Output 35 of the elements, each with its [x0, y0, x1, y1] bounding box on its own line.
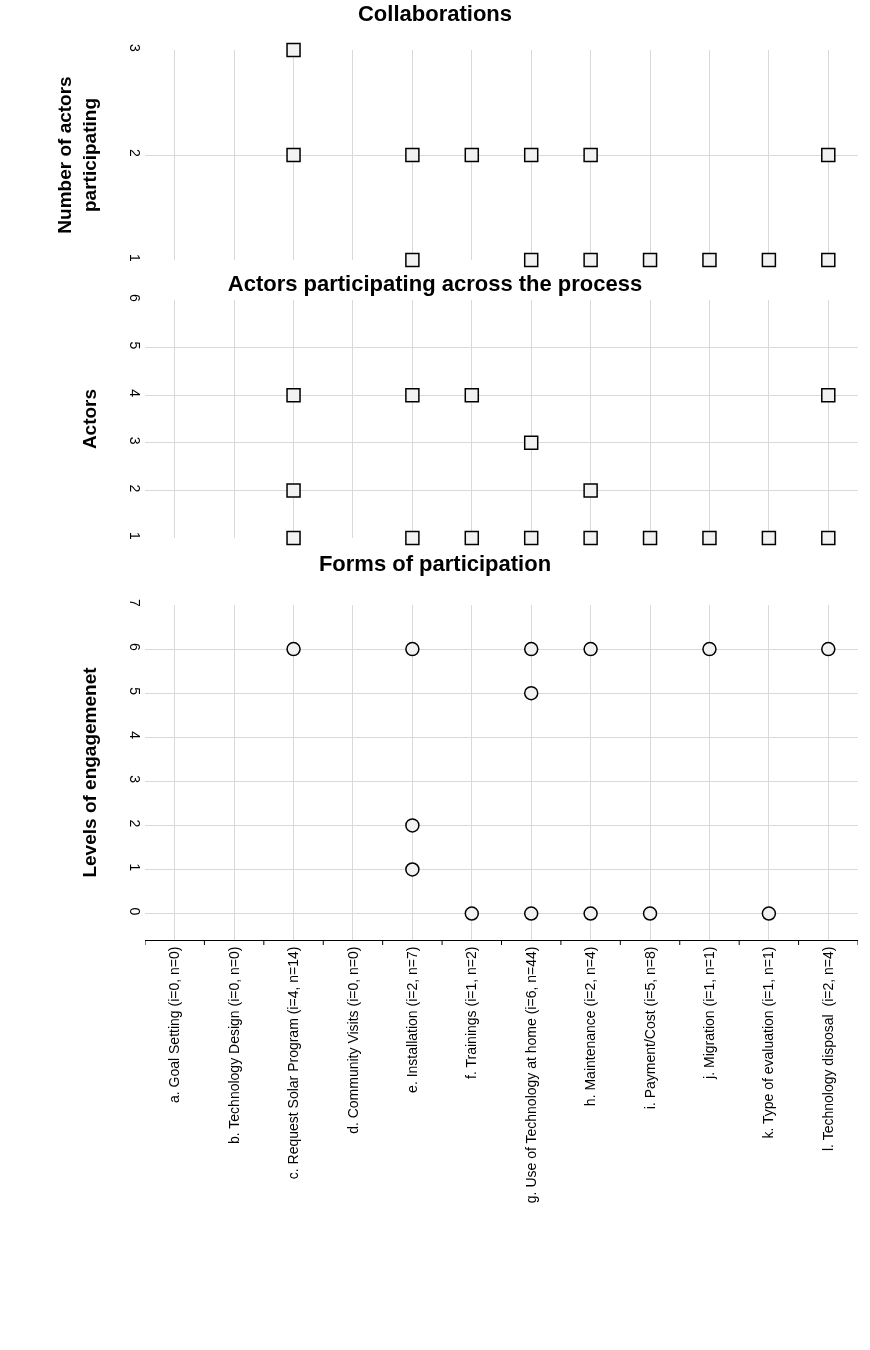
- y-tick-label: 3: [127, 44, 143, 52]
- y-tick-label: 2: [127, 484, 143, 493]
- chart-title: Forms of participation: [318, 551, 552, 577]
- x-tick-label: i. Payment/Cost (i=5, n=8): [641, 946, 658, 1110]
- x-tick-label: a. Goal Setting (i=0, n=0): [166, 946, 183, 1104]
- y-tick-label: 6: [127, 294, 143, 302]
- y-tick-label: 2: [127, 819, 143, 828]
- x-tick-label: j. Migration (i=1, n=1): [701, 946, 718, 1080]
- y-tick-label: 0: [127, 907, 143, 916]
- y-tick-label: 5: [127, 687, 143, 696]
- x-tick-label: d. Community Visits (i=0, n=0): [344, 946, 361, 1134]
- x-tick-label: l. Technology disposal (i=2, n=4): [819, 946, 836, 1152]
- y-axis-title: Actors: [78, 388, 100, 450]
- y-tick-label: 1: [127, 863, 143, 872]
- x-tick-label: h. Maintenance (i=2, n=4): [582, 946, 599, 1107]
- x-tick-label: g. Use of Technology at home (i=6, n=44): [522, 946, 539, 1204]
- x-tick-label: e. Installation (i=2, n=7): [403, 946, 420, 1093]
- y-axis-title: Number of actors participating: [54, 76, 100, 234]
- y-tick-label: 1: [127, 254, 143, 262]
- y-tick-label: 3: [127, 436, 143, 445]
- x-tick-label: c. Request Solar Program (i=4, n=14): [285, 946, 302, 1180]
- y-tick-label: 7: [127, 599, 143, 607]
- y-tick-label: 6: [127, 643, 143, 652]
- x-tick-label: b. Technology Design (i=0, n=0): [225, 946, 242, 1145]
- y-axis-title: Levels of engagemenet: [78, 666, 100, 878]
- y-tick-label: 2: [127, 149, 143, 157]
- x-tick-label: k. Type of evaluation (i=1, n=1): [760, 946, 777, 1139]
- x-tick-label: f. Trainings (i=1, n=2): [463, 946, 480, 1079]
- y-tick-label: 1: [127, 532, 143, 540]
- y-tick-label: 4: [127, 389, 143, 398]
- chart-title: Actors participating across the process: [227, 271, 643, 297]
- chart-title: Collaborations: [357, 1, 513, 27]
- y-tick-label: 5: [127, 341, 143, 350]
- y-tick-label: 4: [127, 731, 143, 740]
- y-tick-label: 3: [127, 775, 143, 784]
